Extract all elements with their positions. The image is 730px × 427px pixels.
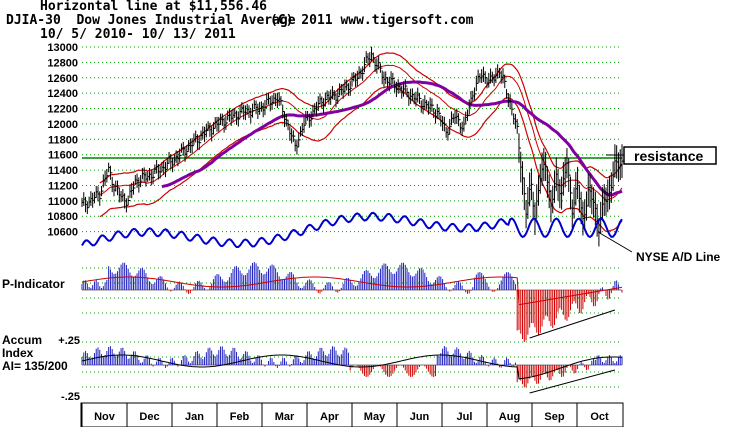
bands — [99, 52, 623, 233]
nyse-ad-line — [81, 211, 623, 248]
y-tick-label: 12600 — [47, 73, 78, 85]
p-indicator-panel: P-Indicator — [2, 262, 623, 343]
y-tick-label: 12400 — [47, 88, 78, 100]
month-label: Mar — [275, 411, 295, 423]
accum-trendline — [529, 369, 616, 394]
price-bars — [81, 46, 624, 247]
header-copyright: (C) 2011 www.tigersoft.com — [270, 13, 474, 28]
header-date-range: 10/ 5/ 2010- 10/ 13/ 2011 — [40, 27, 236, 42]
y-tick-label: 11000 — [48, 196, 78, 208]
y-tick-label: 10600 — [47, 227, 78, 239]
header-line1: Horizontal line at $11,556.46 — [40, 0, 267, 14]
header-symbol: DJIA-30 Dow Jones Industrial Average — [6, 13, 296, 28]
month-label: Jan — [185, 411, 204, 423]
index-label: Index — [2, 346, 34, 360]
ad-line — [81, 211, 623, 248]
y-tick-label: 11600 — [48, 150, 78, 162]
y-axis-labels: 10600 10800 11000 11200 11400 11600 11800 12000… — [47, 42, 78, 239]
y-tick-label: 12000 — [47, 119, 78, 131]
month-label: Apr — [320, 411, 340, 423]
p-indicator-ma — [81, 276, 623, 306]
p-indicator-label: P-Indicator — [2, 277, 65, 291]
accum-label: Accum — [2, 333, 42, 347]
accum-ma — [81, 354, 623, 380]
month-label: May — [364, 411, 386, 423]
mid-band — [99, 64, 623, 201]
month-label: Jun — [410, 411, 430, 423]
moving-average — [161, 80, 623, 197]
annotations: resistance NYSE A/D Line — [597, 146, 721, 264]
ai-label: AI= 135/200 — [2, 359, 68, 373]
y-tick-label: 11200 — [48, 180, 78, 192]
y-tick-label: 10800 — [47, 211, 78, 223]
y-tick-label: 12800 — [47, 57, 78, 69]
accum-top-tick: +.25 — [58, 335, 80, 347]
grid — [82, 46, 622, 388]
y-tick-label: 11400 — [48, 165, 78, 177]
month-label: Aug — [499, 411, 520, 423]
month-label: Jul — [457, 411, 473, 423]
x-axis: Nov Dec Jan Feb Mar Apr May Jun Jul Aug Sep Oct — [80, 402, 624, 427]
accum-bottom-tick: -.25 — [61, 391, 80, 403]
y-tick-label: 12200 — [47, 104, 78, 116]
y-tick-label: 13000 — [47, 42, 78, 54]
month-label: Oct — [590, 411, 609, 423]
month-label: Dec — [139, 411, 159, 423]
y-tick-label: 11800 — [48, 134, 78, 146]
p-indicator-trendline — [529, 309, 616, 339]
month-label: Sep — [544, 411, 564, 423]
nyse-ad-pointer — [597, 231, 633, 253]
resistance-text: resistance — [634, 148, 703, 164]
month-label: Feb — [230, 411, 250, 423]
nyse-ad-text: NYSE A/D Line — [636, 250, 721, 264]
month-label: Nov — [94, 411, 116, 423]
